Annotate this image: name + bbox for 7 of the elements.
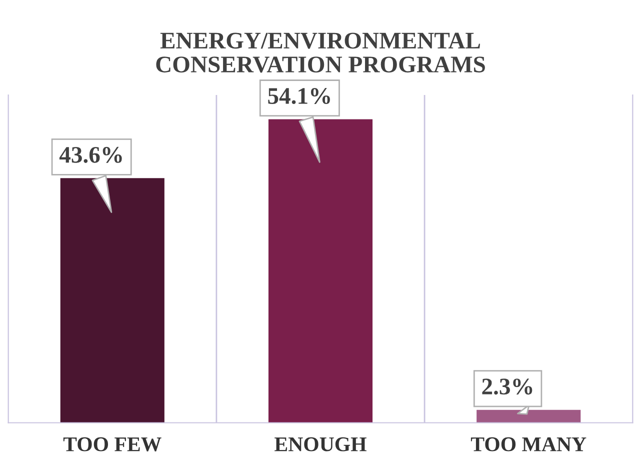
x-tick-label: TOO FEW bbox=[63, 437, 162, 452]
data-label: 54.1% bbox=[268, 88, 330, 104]
data-label: 43.6% bbox=[59, 146, 122, 163]
x-tick-label: TOO MANY bbox=[470, 437, 586, 452]
x-tick-label: ENOUGH bbox=[274, 437, 366, 452]
chart-title: ENERGY/ENVIRONMENTAL CONSERVATION PROGRAMS bbox=[156, 32, 485, 73]
data-label: 2.3% bbox=[482, 378, 532, 395]
